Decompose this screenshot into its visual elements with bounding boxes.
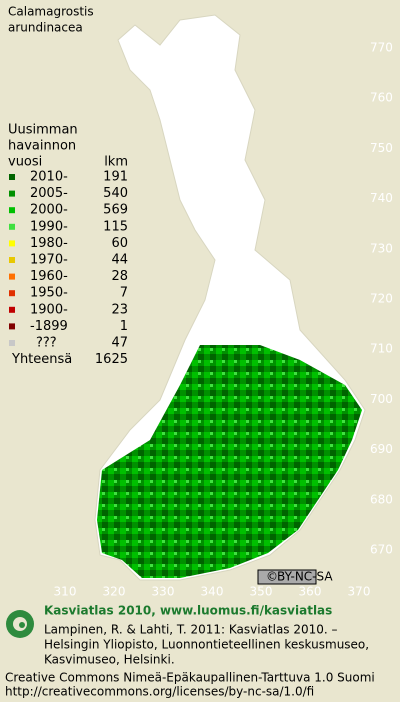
legend-swatch: [9, 174, 15, 180]
legend-label: 2005-: [30, 186, 68, 201]
northing-label: 760: [370, 91, 393, 105]
license-badge: © BY-NC-SA: [257, 569, 333, 585]
legend-count: 28: [111, 269, 128, 284]
northing-label: 770: [370, 41, 393, 55]
legend-swatch: [9, 257, 15, 263]
northing-label: 700: [370, 392, 393, 406]
license-line: http://creativecommons.org/licenses/by-n…: [5, 685, 314, 699]
northing-label: 720: [370, 292, 393, 306]
legend-label: 2010-: [30, 170, 68, 185]
legend-label: 2000-: [30, 203, 68, 218]
legend-swatch: [9, 240, 15, 247]
easting-label: 350: [250, 585, 273, 599]
legend: Uusimman havainnon vuosi lkm 2010- 191 200…: [8, 123, 128, 368]
legend-swatch: [9, 207, 15, 214]
easting-label: 370: [348, 585, 371, 599]
legend-count: 569: [103, 203, 128, 218]
legend-count: 540: [103, 186, 128, 201]
northing-labels: 770 760 750 740 730 720 710 700 690 680 670: [370, 41, 393, 557]
title-line: arundinacea: [8, 21, 83, 35]
legend-label: 1900-: [30, 302, 68, 317]
legend-total-label: Yhteensä: [11, 352, 72, 367]
easting-label: 360: [299, 585, 322, 599]
legend-swatch: [9, 306, 15, 313]
legend-label: 1990-: [30, 219, 68, 234]
footer-title: Kasviatlas 2010, www.luomus.fi/kasviatla…: [44, 604, 332, 618]
legend-label: 1980-: [30, 236, 68, 251]
legend-count-header: lkm: [104, 155, 128, 170]
citation-line: Lampinen, R. & Lahti, T. 2011: Kasviatla…: [44, 623, 338, 637]
legend-header: havainnon: [8, 139, 76, 154]
northing-label: 680: [370, 492, 393, 506]
cc-mark: ©: [266, 570, 278, 584]
legend-swatch: [9, 273, 15, 280]
northing-label: 730: [370, 241, 393, 255]
easting-label: 310: [54, 585, 77, 599]
legend-total: 1625: [95, 352, 128, 367]
license-badge-text: BY-NC-SA: [277, 570, 333, 584]
legend-label: ???: [36, 336, 57, 351]
easting-label: 330: [152, 585, 175, 599]
easting-label: 340: [201, 585, 224, 599]
legend-count: 44: [111, 253, 128, 268]
northing-label: 750: [370, 141, 393, 155]
legend-count: 1: [120, 319, 128, 334]
legend-label: 1960-: [30, 269, 68, 284]
legend-swatch: [9, 223, 15, 230]
legend-count: 191: [103, 170, 128, 185]
legend-swatch: [9, 290, 15, 297]
northing-label: 690: [370, 442, 393, 456]
legend-label: 1950-: [30, 286, 68, 301]
legend-count: 23: [111, 302, 128, 317]
easting-label: 320: [103, 585, 126, 599]
legend-count: 60: [111, 236, 128, 251]
legend-count: 115: [103, 219, 128, 234]
northing-label: 710: [370, 342, 393, 356]
license-line: Creative Commons Nimeä-Epäkaupallinen-Ta…: [5, 671, 375, 685]
legend-swatch: [9, 340, 15, 346]
northing-label: 670: [370, 543, 393, 557]
legend-label: 1970-: [30, 253, 68, 268]
logo: [6, 610, 34, 638]
citation-line: Kasvimuseo, Helsinki.: [44, 653, 175, 667]
legend-header: Uusimman: [8, 123, 78, 138]
observation-area: [97, 345, 362, 578]
legend-header: vuosi: [8, 155, 42, 170]
title-line: Calamagrostis: [8, 5, 94, 19]
easting-labels: 310 320 330 340 350 360 370: [54, 585, 371, 599]
legend-swatch: [9, 323, 15, 330]
legend-count: 7: [120, 286, 128, 301]
legend-swatch: [9, 190, 15, 197]
legend-count: 47: [111, 336, 128, 351]
citation-line: Helsingin Yliopisto, Luonnontieteellinen…: [44, 638, 369, 652]
northing-label: 740: [370, 191, 393, 205]
legend-label: -1899: [30, 319, 68, 334]
